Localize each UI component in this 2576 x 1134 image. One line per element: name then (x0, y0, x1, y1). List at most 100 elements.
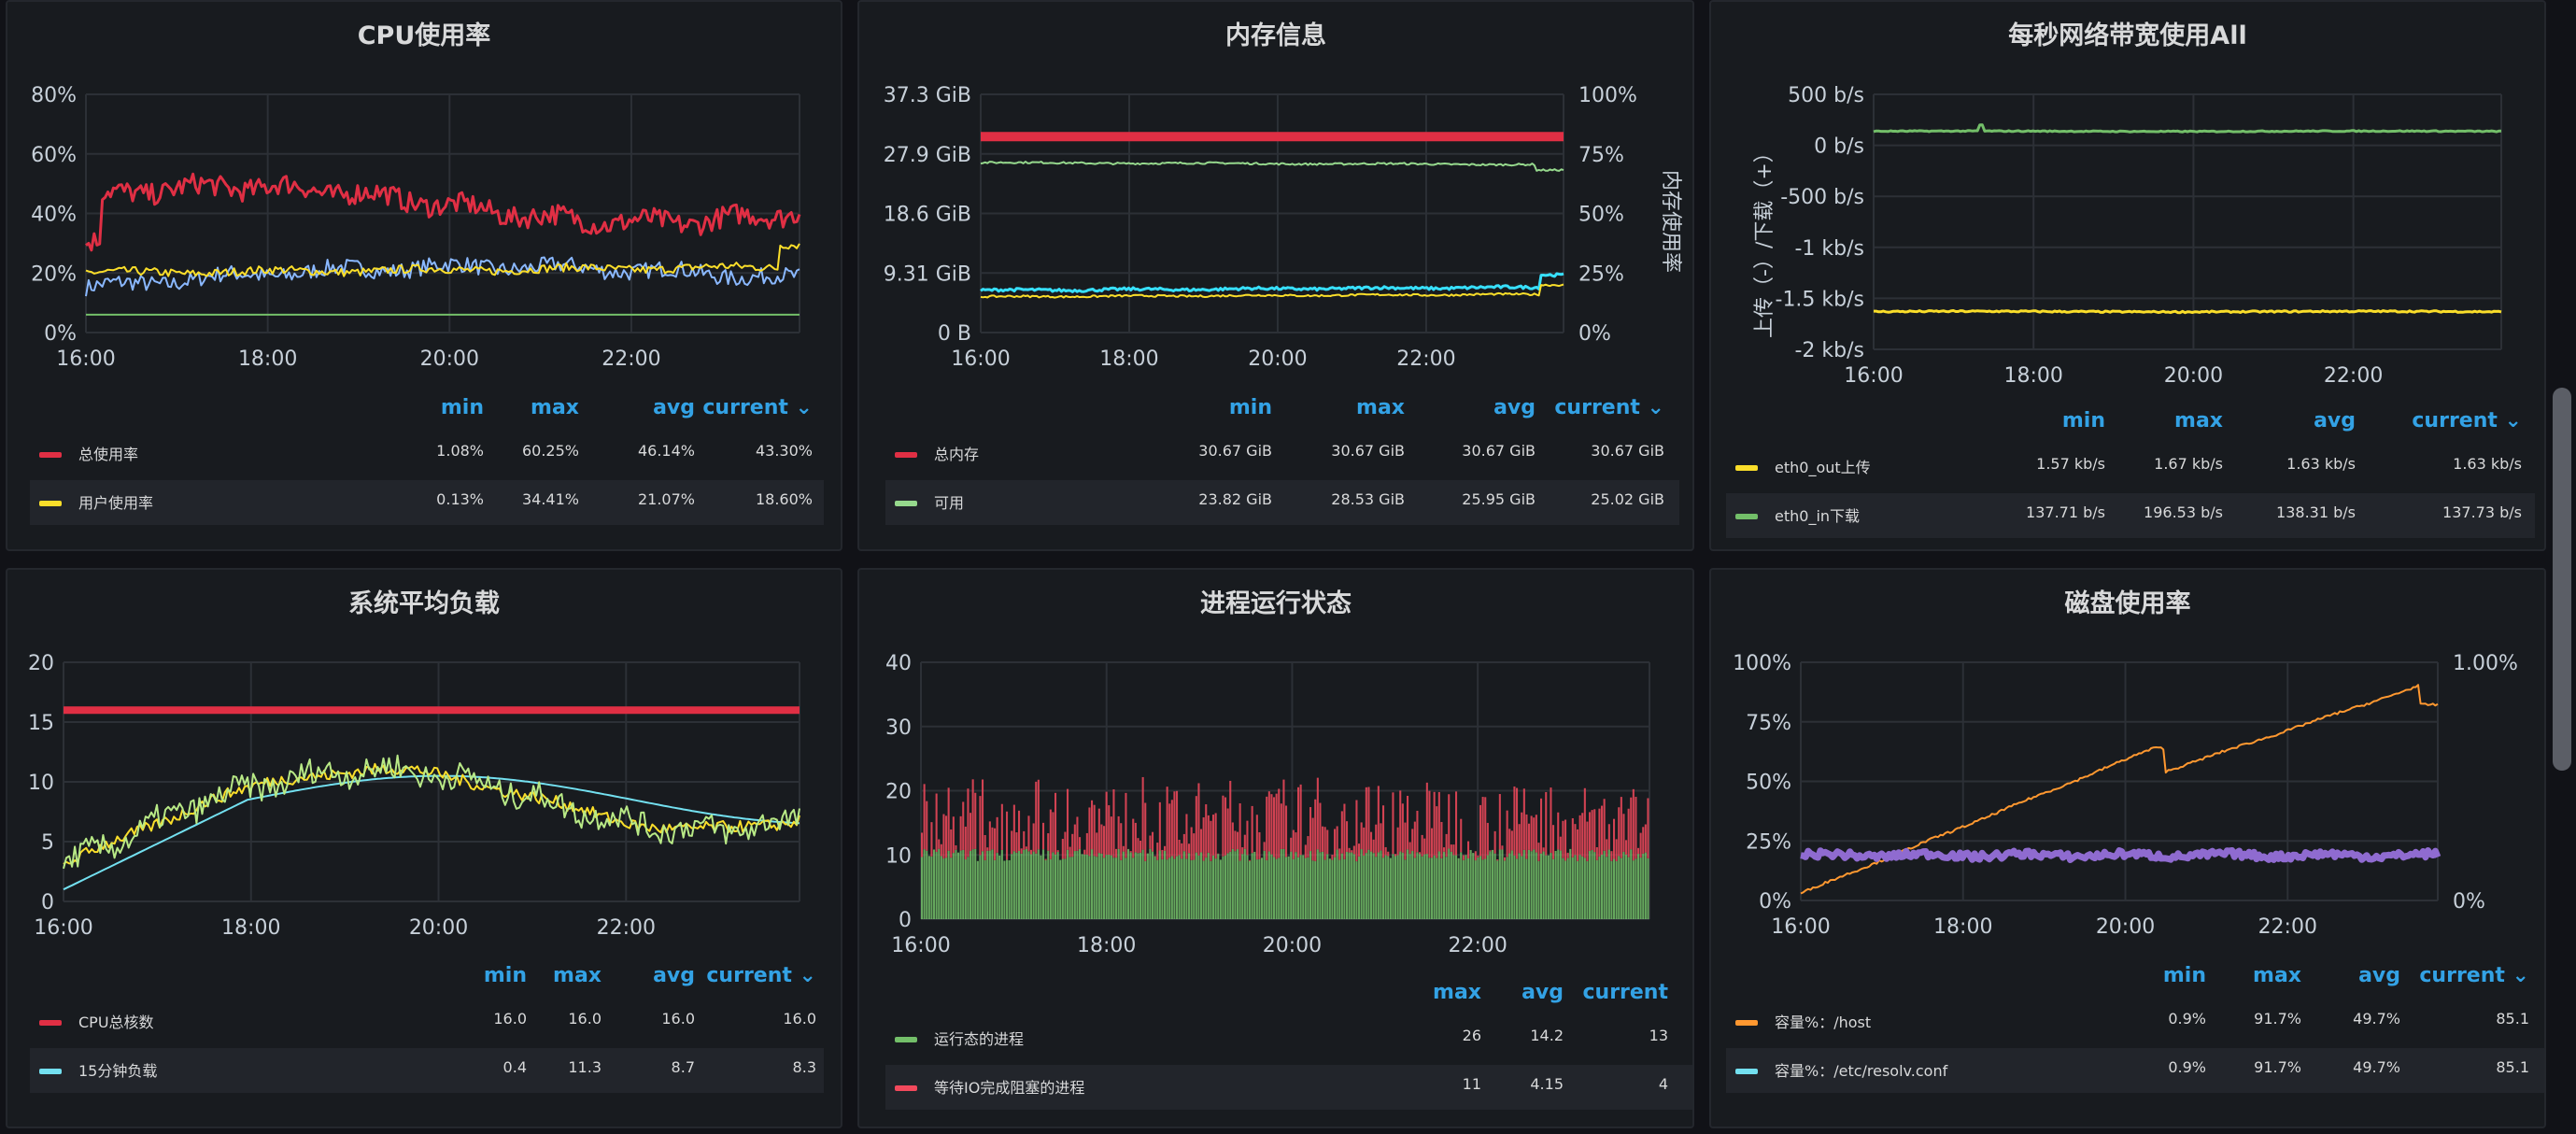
network-chart[interactable]: -2 kb/s -1.5 kb/s -1 kb/s -500 b/s 0 b/s 500 … (1711, 2, 2546, 551)
legend-col-0[interactable]: min (1228, 396, 1272, 419)
legend-col-2[interactable]: avg (1493, 396, 1536, 419)
legend-col-2[interactable]: avg (653, 964, 695, 987)
bar-io-wait (1035, 781, 1038, 854)
memory-chart[interactable]: 0 B 9.31 GiB 18.6 GiB 27.9 GiB 37.3 GiB 0% 25%… (859, 2, 1694, 551)
legend-row[interactable]: 总使用率 1.08% 60.25% 46.14% 43.30% (30, 432, 824, 476)
load-chart[interactable]: 0 5 10 15 20 16:00 18:00 20:00 22:00 (7, 570, 842, 1128)
y-tick-label: 500 b/s (1788, 84, 1864, 107)
legend-series-name: 可用 (934, 494, 965, 512)
legend-row[interactable]: CPU总核数 16.0 16.0 16.0 16.0 (30, 999, 824, 1044)
panel-title[interactable]: 进程运行状态 (1200, 589, 1352, 618)
legend-row[interactable]: 总内存 30.67 GiB 30.67 GiB 30.67 GiB 30.67 GiB (885, 432, 1679, 476)
bar-running (1292, 858, 1295, 919)
scrollbar-thumb[interactable] (2553, 388, 2571, 771)
disk-chart[interactable]: 0% 25% 50% 75% 100% 0% 1.00% 16:00 18:00 20:00 22:… (1711, 570, 2546, 1128)
panel-title[interactable]: CPU使用率 (357, 21, 491, 50)
bar-running (1237, 849, 1239, 919)
legend-col-1[interactable]: max (553, 964, 602, 987)
bar-io-wait (1340, 811, 1343, 854)
legend-col-2[interactable]: avg (2314, 409, 2356, 432)
legend-col-2[interactable]: current (1582, 981, 1668, 1004)
cpu-chart[interactable]: 0% 20% 40% 60% 80% 16:00 18:00 20:00 22:00 (7, 2, 842, 551)
bar-io-wait (1540, 798, 1543, 854)
bar-io-wait (1413, 821, 1416, 858)
legend-col-1[interactable]: max (531, 396, 579, 419)
panel-title[interactable]: 系统平均负载 (348, 589, 500, 618)
bar-io-wait (1530, 815, 1533, 852)
legend-row[interactable]: 容量%：/host 0.9% 91.7% 49.7% 85.1 (1726, 999, 2544, 1044)
bar-running (1443, 851, 1446, 919)
process-chart[interactable]: 0 10 20 30 40 16:00 18:00 20:00 22:00 (859, 570, 1694, 1128)
bar-running (1144, 860, 1147, 919)
bar-running (1037, 849, 1040, 919)
bar-io-wait (1486, 822, 1489, 856)
legend-col-0[interactable]: min (440, 396, 484, 419)
legend-row[interactable]: 容量%：/etc/resolv.conf 0.9% 91.7% 49.7% 85.1 (1726, 1048, 2544, 1093)
legend-series-name: 用户使用率 (78, 494, 154, 512)
legend-col-3[interactable]: current ⌄ (1554, 396, 1664, 419)
legend-col-1[interactable]: avg (1522, 981, 1564, 1004)
legend-col-3[interactable]: current ⌄ (706, 964, 816, 987)
bar-running (1363, 856, 1366, 919)
series-line (85, 243, 800, 277)
bar-running (1419, 854, 1422, 919)
legend-value-min: 0.13% (436, 490, 484, 508)
y-tick-label: 0 b/s (1814, 135, 1864, 159)
legend-col-1[interactable]: max (1356, 396, 1405, 419)
legend-col-0[interactable]: min (483, 964, 527, 987)
legend-col-0[interactable]: min (2162, 964, 2206, 987)
bar-io-wait (940, 843, 942, 857)
y-tick-label: 25% (1746, 830, 1791, 854)
x-tick-label: 16:00 (891, 934, 950, 957)
panel-title[interactable]: 磁盘使用率 (2064, 589, 2191, 618)
bar-running (1085, 854, 1088, 919)
bar-running (1598, 856, 1601, 919)
legend-col-1[interactable]: max (2174, 409, 2223, 432)
bar-io-wait (1222, 795, 1224, 857)
y2-tick-label: 1.00% (2453, 652, 2518, 675)
bar-io-wait (1241, 847, 1244, 855)
bar-running (1093, 856, 1096, 919)
legend-value-min: 16.0 (493, 1010, 527, 1028)
bar-io-wait (1205, 804, 1208, 858)
legend-row[interactable]: 可用 23.82 GiB 28.53 GiB 25.95 GiB 25.02 GiB (885, 480, 1679, 525)
legend-row[interactable]: 等待IO完成阻塞的进程 11 4.15 4 (885, 1065, 1692, 1110)
legend-row[interactable]: 运行态的进程 26 14.2 13 (885, 1016, 1692, 1061)
legend-col-2[interactable]: avg (653, 396, 695, 419)
legend-col-0[interactable]: max (1433, 981, 1481, 1004)
bar-io-wait (1190, 827, 1193, 860)
bar-io-wait (1246, 820, 1249, 856)
series-line (63, 774, 800, 891)
legend-row[interactable]: 15分钟负载 0.4 11.3 8.7 8.3 (30, 1048, 824, 1093)
bar-io-wait (1589, 812, 1592, 851)
legend-col-2[interactable]: avg (2358, 964, 2400, 987)
legend-col-3[interactable]: current ⌄ (2412, 409, 2522, 432)
legend-col-0[interactable]: min (2061, 409, 2105, 432)
bar-running (1261, 858, 1264, 919)
bar-running (1273, 857, 1276, 919)
legend-col-3[interactable]: current ⌄ (702, 396, 813, 419)
bar-io-wait (1278, 788, 1281, 858)
bar-running (1011, 854, 1013, 919)
bar-io-wait (1025, 846, 1027, 849)
bar-running (1314, 860, 1317, 919)
legend-value-current: 30.67 GiB (1591, 442, 1664, 460)
legend-col-1[interactable]: max (2253, 964, 2301, 987)
legend-value-max: 28.53 GiB (1331, 490, 1405, 508)
bar-running (1474, 860, 1477, 919)
bar-running (1015, 852, 1018, 919)
panel-title[interactable]: 内存信息 (1225, 21, 1326, 50)
bar-io-wait (1331, 855, 1334, 860)
legend-row[interactable]: 用户使用率 0.13% 34.41% 21.07% 18.60% (30, 480, 824, 525)
legend-value-max: 60.25% (521, 442, 579, 460)
bar-io-wait (1054, 792, 1057, 855)
y-tick-label: 100% (1733, 652, 1791, 675)
panel-title[interactable]: 每秒网络带宽使用All (2008, 21, 2247, 50)
legend-row[interactable]: eth0_in下载 137.71 b/s 196.53 b/s 138.31 b/s 1… (1726, 493, 2535, 538)
legend-col-3[interactable]: current ⌄ (2419, 964, 2529, 987)
x-tick-label: 20:00 (1248, 347, 1307, 371)
bar-running (1566, 858, 1569, 919)
bar-running (1613, 858, 1616, 919)
legend-row[interactable]: eth0_out上传 1.57 kb/s 1.67 kb/s 1.63 kb/s 1.6… (1726, 445, 2535, 489)
bar-io-wait (1141, 776, 1144, 850)
